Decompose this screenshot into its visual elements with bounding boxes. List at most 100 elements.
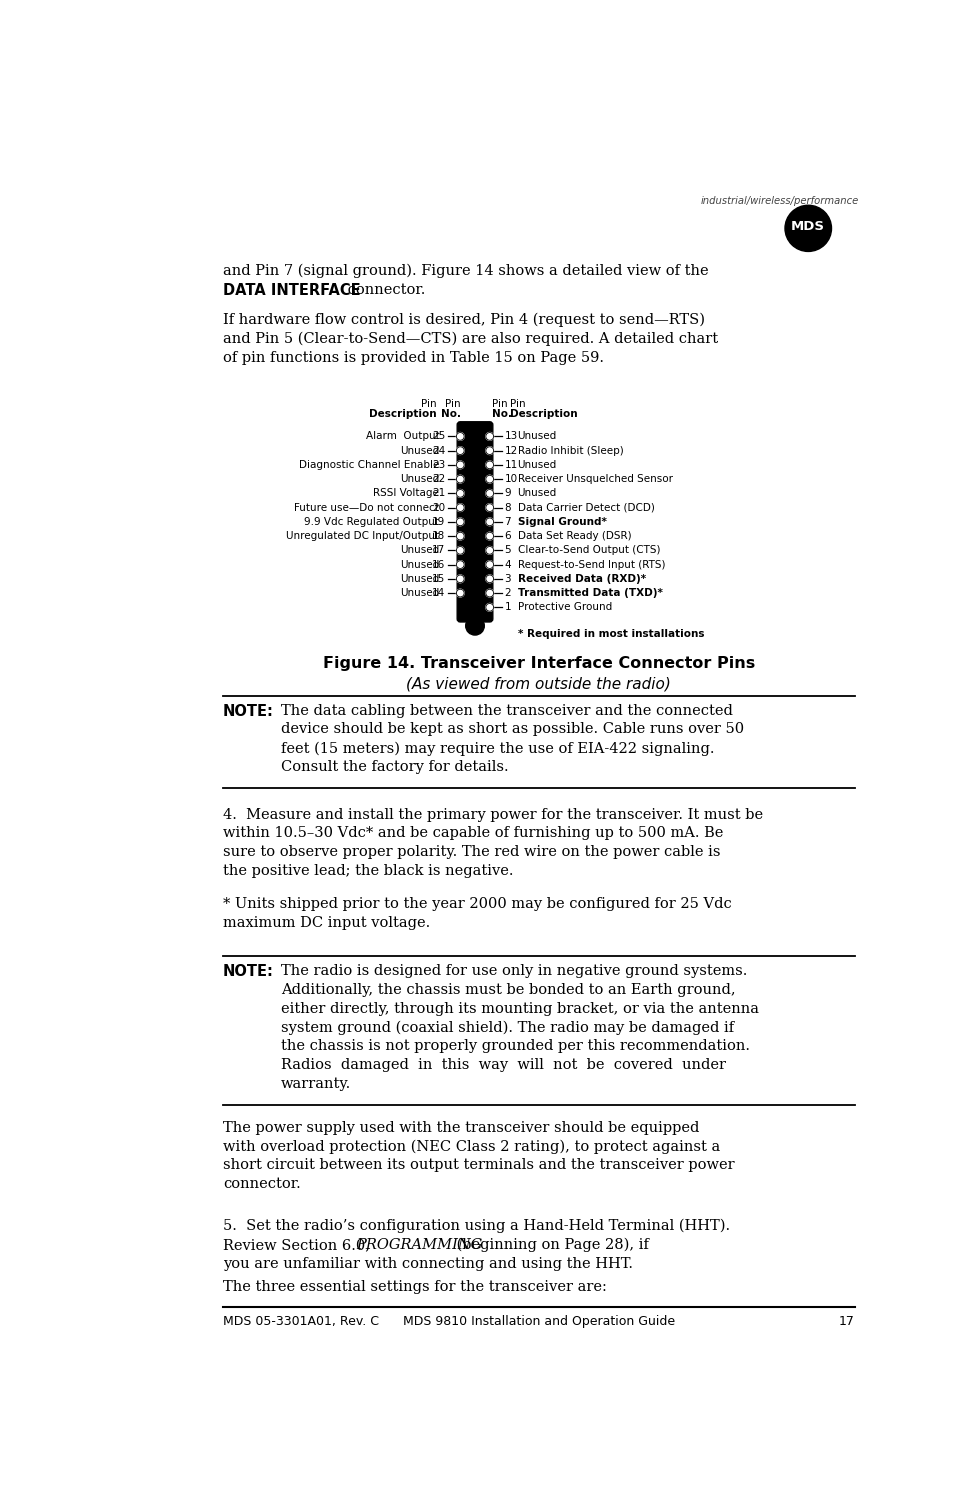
Text: No.: No.	[492, 409, 511, 420]
Text: Pin: Pin	[445, 399, 461, 409]
Text: Unused: Unused	[400, 573, 439, 584]
Text: Radio Inhibit (Sleep): Radio Inhibit (Sleep)	[517, 445, 623, 456]
Text: Unregulated DC Input/Output: Unregulated DC Input/Output	[286, 531, 439, 542]
Text: Unused: Unused	[517, 489, 556, 498]
Text: 4.  Measure and install the primary power for the transceiver. It must be: 4. Measure and install the primary power…	[223, 808, 763, 822]
Text: 9: 9	[504, 489, 511, 498]
Text: 4: 4	[504, 560, 511, 569]
Text: Unused: Unused	[400, 445, 439, 456]
Text: Review Section 6.0,: Review Section 6.0,	[223, 1239, 375, 1252]
Text: the chassis is not properly grounded per this recommendation.: the chassis is not properly grounded per…	[281, 1040, 749, 1054]
Text: MDS 05-3301A01, Rev. C: MDS 05-3301A01, Rev. C	[223, 1315, 378, 1327]
Circle shape	[485, 590, 493, 597]
Text: warranty.: warranty.	[281, 1078, 351, 1091]
Circle shape	[456, 533, 464, 540]
Text: Data Carrier Detect (DCD): Data Carrier Detect (DCD)	[517, 503, 654, 513]
Text: 3: 3	[504, 573, 511, 584]
Text: Description: Description	[369, 409, 436, 420]
Text: Signal Ground*: Signal Ground*	[517, 516, 606, 527]
Text: system ground (coaxial shield). The radio may be damaged if: system ground (coaxial shield). The radi…	[281, 1020, 734, 1035]
Text: Unused: Unused	[400, 588, 439, 597]
Text: maximum DC input voltage.: maximum DC input voltage.	[223, 915, 430, 930]
Text: Clear-to-Send Output (CTS): Clear-to-Send Output (CTS)	[517, 545, 659, 555]
Text: industrial/wireless/performance: industrial/wireless/performance	[699, 196, 858, 206]
Text: 10: 10	[504, 474, 517, 485]
Text: (As viewed from outside the radio): (As viewed from outside the radio)	[406, 677, 671, 692]
Text: 16: 16	[432, 560, 445, 569]
Text: MDS: MDS	[790, 220, 824, 233]
Text: (beginning on Page 28), if: (beginning on Page 28), if	[451, 1239, 648, 1252]
Text: within 10.5–30 Vdc* and be capable of furnishing up to 500 mA. Be: within 10.5–30 Vdc* and be capable of fu…	[223, 826, 723, 840]
Circle shape	[784, 205, 830, 251]
Circle shape	[456, 432, 464, 441]
Text: 13: 13	[504, 432, 517, 441]
Circle shape	[485, 561, 493, 569]
Circle shape	[456, 518, 464, 525]
Circle shape	[456, 590, 464, 597]
Text: 14: 14	[432, 588, 445, 597]
Text: the positive lead; the black is negative.: the positive lead; the black is negative…	[223, 864, 513, 877]
Text: Request-to-Send Input (RTS): Request-to-Send Input (RTS)	[517, 560, 664, 569]
Text: Unused: Unused	[400, 474, 439, 485]
Circle shape	[456, 546, 464, 554]
Text: connector.: connector.	[223, 1177, 300, 1190]
Circle shape	[456, 476, 464, 483]
Text: 6: 6	[504, 531, 511, 542]
Circle shape	[485, 533, 493, 540]
Text: 1: 1	[504, 602, 511, 613]
Text: No.: No.	[441, 409, 461, 420]
Text: MDS 9810 Installation and Operation Guide: MDS 9810 Installation and Operation Guid…	[403, 1315, 674, 1327]
Text: Unused: Unused	[400, 545, 439, 555]
Text: PROGRAMMING: PROGRAMMING	[356, 1239, 482, 1252]
Circle shape	[485, 432, 493, 441]
Circle shape	[456, 575, 464, 582]
Circle shape	[485, 489, 493, 497]
Text: The power supply used with the transceiver should be equipped: The power supply used with the transceiv…	[223, 1121, 699, 1135]
Text: either directly, through its mounting bracket, or via the antenna: either directly, through its mounting br…	[281, 1001, 759, 1016]
Text: 17: 17	[432, 545, 445, 555]
Text: RSSI Voltage: RSSI Voltage	[373, 489, 439, 498]
Text: Diagnostic Channel Enable: Diagnostic Channel Enable	[298, 461, 439, 470]
Text: connector.: connector.	[343, 283, 425, 296]
Text: DATA INTERFACE: DATA INTERFACE	[223, 283, 360, 298]
Text: Unused: Unused	[517, 432, 556, 441]
Text: Future use—Do not connect: Future use—Do not connect	[294, 503, 439, 513]
Text: 8: 8	[504, 503, 511, 513]
Text: 22: 22	[432, 474, 445, 485]
Text: 5: 5	[504, 545, 511, 555]
Circle shape	[485, 575, 493, 582]
Text: 25: 25	[432, 432, 445, 441]
Text: Data Set Ready (DSR): Data Set Ready (DSR)	[517, 531, 631, 542]
Text: The data cabling between the transceiver and the connected: The data cabling between the transceiver…	[281, 703, 733, 718]
Text: If hardware flow control is desired, Pin 4 (request to send—RTS): If hardware flow control is desired, Pin…	[223, 313, 704, 327]
Text: NOTE:: NOTE:	[223, 963, 274, 978]
Text: Receiver Unsquelched Sensor: Receiver Unsquelched Sensor	[517, 474, 672, 485]
Text: Consult the factory for details.: Consult the factory for details.	[281, 760, 509, 774]
Text: and Pin 7 (signal ground). Figure 14 shows a detailed view of the: and Pin 7 (signal ground). Figure 14 sho…	[223, 263, 708, 278]
Circle shape	[456, 504, 464, 512]
Circle shape	[456, 461, 464, 468]
Text: Pin: Pin	[510, 399, 525, 409]
Text: 19: 19	[432, 516, 445, 527]
Circle shape	[456, 561, 464, 569]
Text: Pin: Pin	[421, 399, 436, 409]
Text: Received Data (RXD)*: Received Data (RXD)*	[517, 573, 645, 584]
Text: NOTE:: NOTE:	[223, 703, 274, 718]
Text: short circuit between its output terminals and the transceiver power: short circuit between its output termina…	[223, 1159, 734, 1172]
Text: 21: 21	[432, 489, 445, 498]
Text: 23: 23	[432, 461, 445, 470]
Text: * Required in most installations: * Required in most installations	[517, 629, 703, 640]
Circle shape	[466, 617, 484, 635]
Text: The three essential settings for the transceiver are:: The three essential settings for the tra…	[223, 1279, 606, 1293]
Circle shape	[485, 461, 493, 468]
Text: Pin: Pin	[492, 399, 508, 409]
Circle shape	[485, 604, 493, 611]
Text: of pin functions is provided in Table 15 on Page 59.: of pin functions is provided in Table 15…	[223, 351, 603, 364]
Text: 18: 18	[432, 531, 445, 542]
Text: Alarm  Output: Alarm Output	[365, 432, 439, 441]
Text: Figure 14. Transceiver Interface Connector Pins: Figure 14. Transceiver Interface Connect…	[323, 656, 754, 671]
Text: Transmitted Data (TXD)*: Transmitted Data (TXD)*	[517, 588, 662, 597]
Text: * Units shipped prior to the year 2000 may be configured for 25 Vdc: * Units shipped prior to the year 2000 m…	[223, 897, 732, 911]
Text: with overload protection (NEC Class 2 rating), to protect against a: with overload protection (NEC Class 2 ra…	[223, 1139, 720, 1154]
Text: sure to observe proper polarity. The red wire on the power cable is: sure to observe proper polarity. The red…	[223, 846, 720, 859]
